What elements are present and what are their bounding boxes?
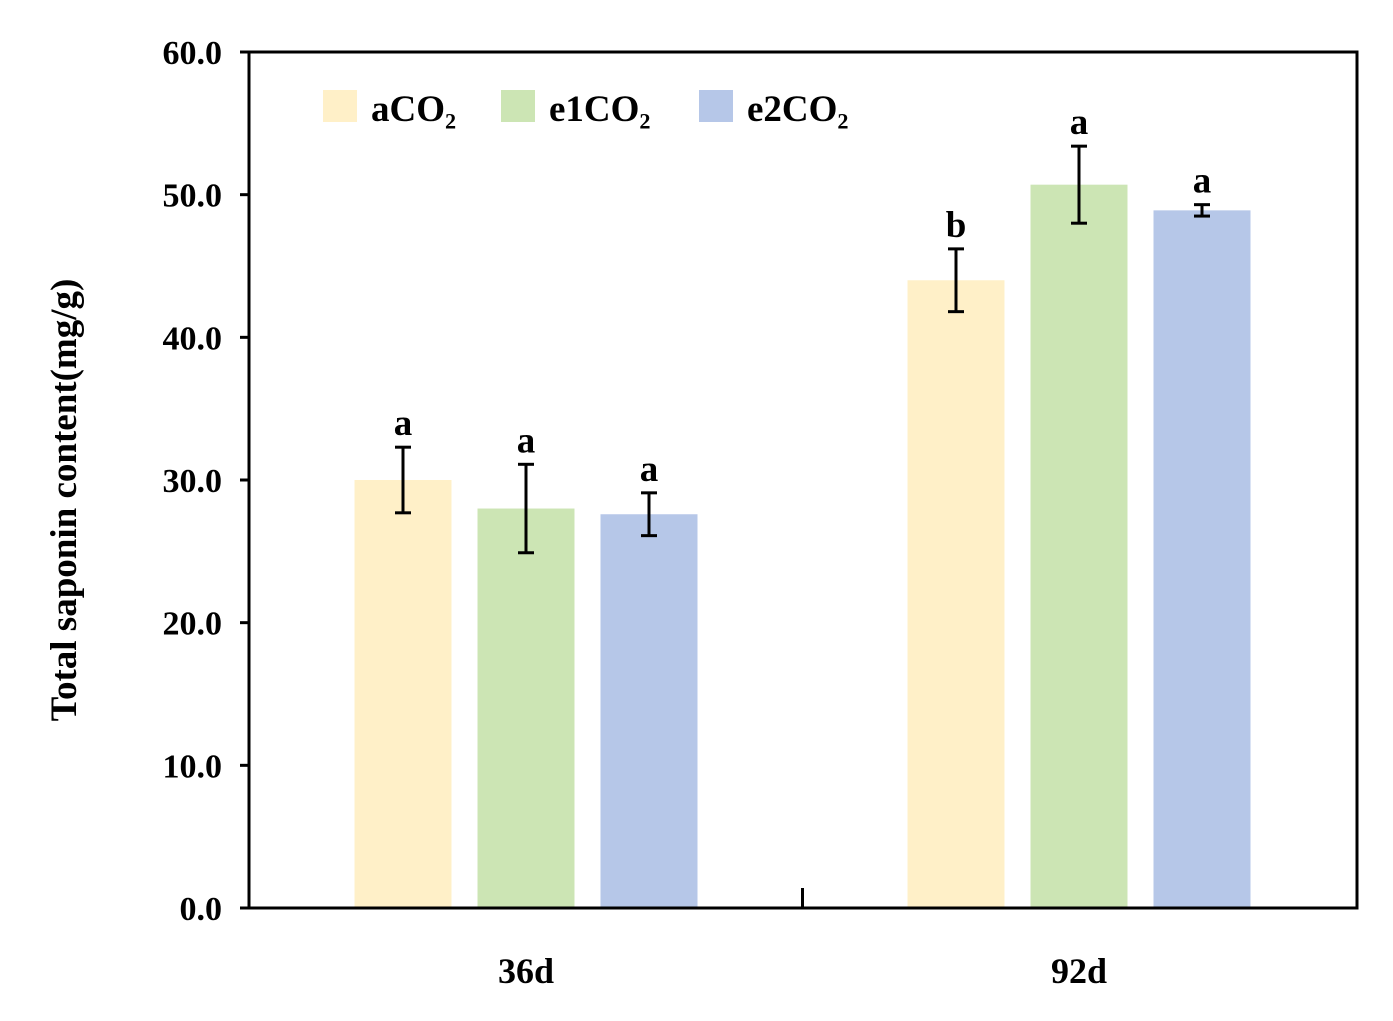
legend: aCO₂ e1CO₂ e2CO₂ <box>323 89 849 130</box>
bar <box>600 514 698 908</box>
x-category-label: 36d <box>498 951 554 991</box>
legend-label: e2CO₂ <box>747 89 849 130</box>
y-tick-label: 60.0 <box>163 35 223 72</box>
y-tick-label: 10.0 <box>163 748 223 785</box>
x-category-label: 92d <box>1051 951 1107 991</box>
error-bars-layer <box>395 144 1210 555</box>
significance-label: a <box>394 403 413 444</box>
significance-label: b <box>946 205 967 246</box>
legend-swatch <box>323 90 357 122</box>
y-axis: 0.0 10.0 20.0 30.0 40.0 50.0 60.0 <box>163 35 249 928</box>
y-tick-label: 40.0 <box>163 320 223 357</box>
y-tick-label: 30.0 <box>163 463 223 500</box>
legend-swatch <box>699 90 733 122</box>
y-tick-label: 20.0 <box>163 606 223 643</box>
significance-label: a <box>640 449 659 490</box>
bar <box>354 480 452 908</box>
y-tick-label: 0.0 <box>180 891 223 928</box>
significance-labels-layer: a a a b a a <box>394 102 1212 490</box>
x-axis: 36d 92d <box>498 888 1107 991</box>
significance-label: a <box>1070 102 1089 143</box>
legend-label: e1CO₂ <box>549 89 651 130</box>
significance-label: a <box>517 420 536 461</box>
legend-swatch <box>501 90 535 122</box>
bar <box>477 508 575 908</box>
y-tick-label: 50.0 <box>163 178 223 215</box>
legend-label: aCO₂ <box>371 89 456 130</box>
bar <box>907 280 1005 908</box>
significance-label: a <box>1193 161 1212 202</box>
y-axis-title: Total saponin content(mg/g) <box>44 279 85 722</box>
bar <box>1153 210 1251 909</box>
bar <box>1030 184 1128 908</box>
bars-layer <box>354 184 1251 909</box>
